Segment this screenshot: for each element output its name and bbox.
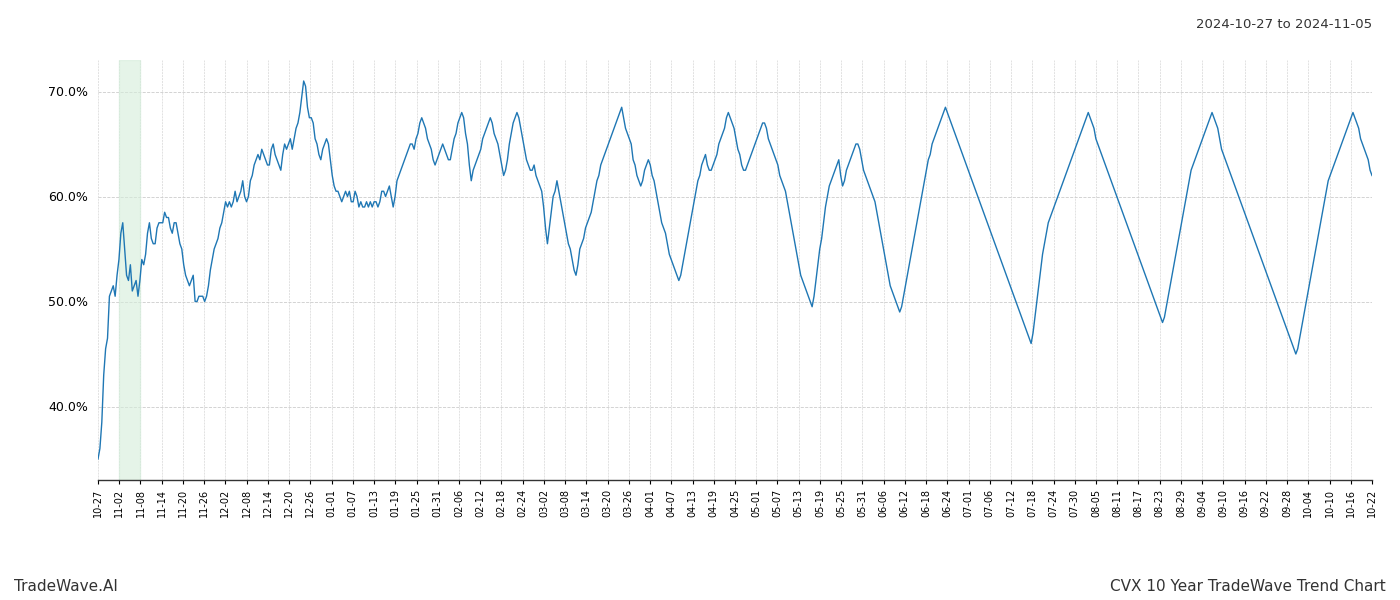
Text: 2024-10-27 to 2024-11-05: 2024-10-27 to 2024-11-05 [1196, 18, 1372, 31]
Text: CVX 10 Year TradeWave Trend Chart: CVX 10 Year TradeWave Trend Chart [1110, 579, 1386, 594]
Bar [119, 60, 140, 480]
Text: TradeWave.AI: TradeWave.AI [14, 579, 118, 594]
